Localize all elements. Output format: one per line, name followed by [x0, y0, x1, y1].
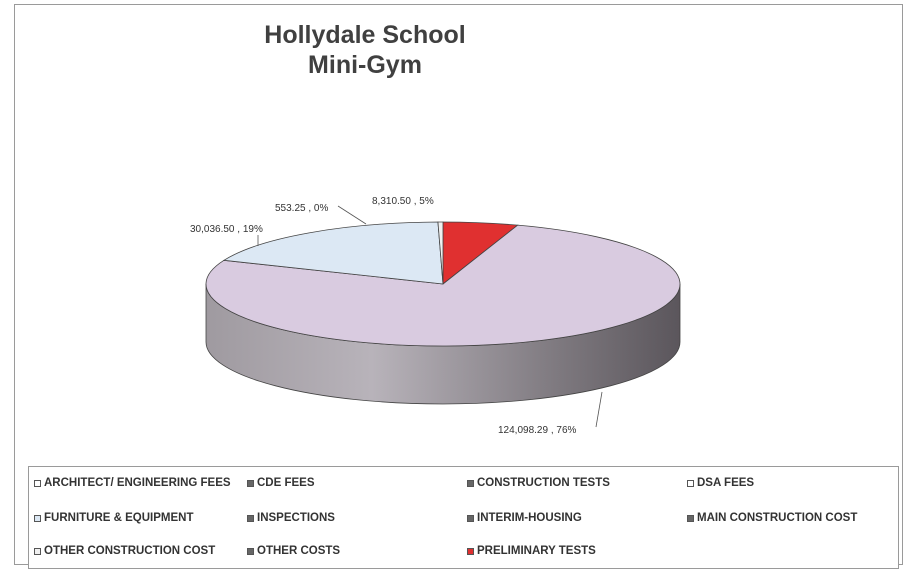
pie-slice-furniture-equipment [222, 221, 444, 285]
legend-swatch [34, 514, 41, 522]
legend-label: INSPECTIONS [257, 512, 335, 524]
chart-title-line-1: Hollydale School [264, 21, 466, 49]
legend-label: PRELIMINARY TESTS [477, 545, 596, 557]
legend-label: ARCHITECT/ ENGINEERING FEES [44, 477, 231, 489]
legend-swatch [687, 479, 694, 487]
legend-swatch [467, 479, 474, 487]
chart-title: Hollydale School Mini-Gym [200, 20, 530, 80]
leader-line-other-construction-cost [337, 205, 367, 225]
data-label-furniture-equipment: 30,036.50 , 19% [190, 224, 263, 235]
pie-slice-main-construction-cost [205, 224, 681, 347]
legend-item-other-costs: OTHER COSTS [247, 545, 340, 557]
leader-line-main-construction-cost [595, 391, 603, 428]
legend-label: FURNITURE & EQUIPMENT [44, 512, 194, 524]
legend-label: OTHER COSTS [257, 545, 341, 557]
legend-swatch [34, 547, 41, 555]
legend-item-main-construction-cost: MAIN CONSTRUCTION COST [687, 512, 857, 524]
legend-item-interim-housing: INTERIM-HOUSING [467, 512, 582, 524]
legend-swatch [34, 479, 41, 487]
legend-item-furniture-equipment: FURNITURE & EQUIPMENT [34, 512, 194, 524]
legend-label: CONSTRUCTION TESTS [477, 477, 610, 489]
legend-label: MAIN CONSTRUCTION COST [697, 512, 858, 524]
legend-label: DSA FEES [697, 477, 755, 489]
legend-item-inspections: INSPECTIONS [247, 512, 335, 524]
data-label-main-construction-cost: 124,098.29 , 76% [498, 425, 577, 436]
legend-item-preliminary-tests: PRELIMINARY TESTS [467, 545, 596, 557]
legend-swatch [467, 514, 474, 522]
pie-slice-other-construction-cost [437, 221, 444, 285]
chart-legend: ARCHITECT/ ENGINEERING FEES CDE FEES CONST… [28, 466, 899, 569]
legend-item-cde-fees: CDE FEES [247, 477, 315, 489]
legend-swatch [247, 479, 254, 487]
legend-swatch [687, 514, 694, 522]
data-label-other-construction-cost: 553.25 , 0% [275, 203, 328, 214]
legend-item-construction-tests: CONSTRUCTION TESTS [467, 477, 610, 489]
legend-swatch [247, 514, 254, 522]
legend-item-architect-engineering-fees: ARCHITECT/ ENGINEERING FEES [34, 477, 231, 489]
legend-label: INTERIM-HOUSING [477, 512, 582, 524]
legend-item-other-construction-cost: OTHER CONSTRUCTION COST [34, 545, 215, 557]
legend-item-dsa-fees: DSA FEES [687, 477, 754, 489]
data-label-preliminary-tests: 8,310.50 , 5% [372, 196, 434, 207]
chart-title-line-2: Mini-Gym [308, 51, 422, 79]
legend-swatch [467, 547, 474, 555]
legend-swatch [247, 547, 254, 555]
legend-label: CDE FEES [257, 477, 315, 489]
legend-label: OTHER CONSTRUCTION COST [44, 545, 216, 557]
